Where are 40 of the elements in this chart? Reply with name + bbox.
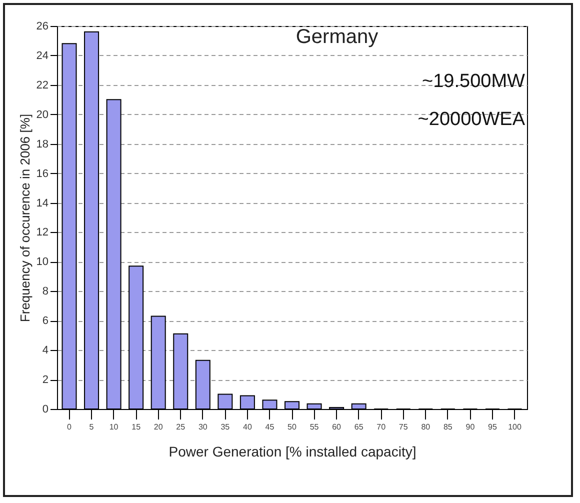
x-tick-label: 85 <box>443 422 453 432</box>
x-tick-label: 25 <box>176 422 186 432</box>
x-tick-label: 40 <box>242 422 252 432</box>
x-tick-label: 55 <box>310 422 320 432</box>
annotation: ~19.500MW <box>422 71 526 92</box>
x-tick-label: 10 <box>109 422 119 432</box>
x-tick-label: 45 <box>265 422 275 432</box>
y-tick-label: 6 <box>42 315 48 328</box>
y-tick-label: 8 <box>42 286 48 298</box>
y-tick-label: 4 <box>42 344 48 357</box>
y-tick-label: 14 <box>36 197 48 210</box>
chart-title: Germany <box>296 26 378 48</box>
x-tick-label: 70 <box>376 422 386 432</box>
x-tick-label: 15 <box>132 422 142 432</box>
y-tick-label: 18 <box>36 138 48 150</box>
y-tick-label: 22 <box>36 79 48 92</box>
x-tick-label: 60 <box>332 422 342 432</box>
y-tick-label: 0 <box>42 404 48 416</box>
y-tick-label: 12 <box>36 226 48 239</box>
x-tick-label: 50 <box>288 422 297 432</box>
annotation: ~20000WEA <box>418 109 526 130</box>
y-tick-label: 16 <box>36 168 48 180</box>
x-tick-label: 65 <box>354 422 364 432</box>
y-tick-label: 10 <box>36 256 48 268</box>
y-tick-label: 26 <box>36 20 48 32</box>
x-axis-title: Power Generation [% installed capacity] <box>168 444 416 460</box>
x-tick-label: 20 <box>154 422 164 432</box>
x-tick-label: 90 <box>466 422 476 432</box>
y-tick-label: 24 <box>36 50 48 62</box>
x-tick-label: 95 <box>488 422 498 432</box>
x-tick-label: 35 <box>220 422 230 432</box>
x-tick-label: 100 <box>508 422 522 432</box>
x-tick-label: 75 <box>398 422 408 432</box>
y-tick-label: 20 <box>36 108 48 121</box>
x-tick-label: 30 <box>198 422 208 432</box>
x-tick-label: 0 <box>67 422 72 432</box>
y-tick-label: 2 <box>42 374 48 386</box>
x-tick-label: 80 <box>421 422 431 432</box>
y-axis-title: Frequency of occurence in 2006 [%] <box>17 114 32 322</box>
x-tick-label: 5 <box>89 422 94 432</box>
